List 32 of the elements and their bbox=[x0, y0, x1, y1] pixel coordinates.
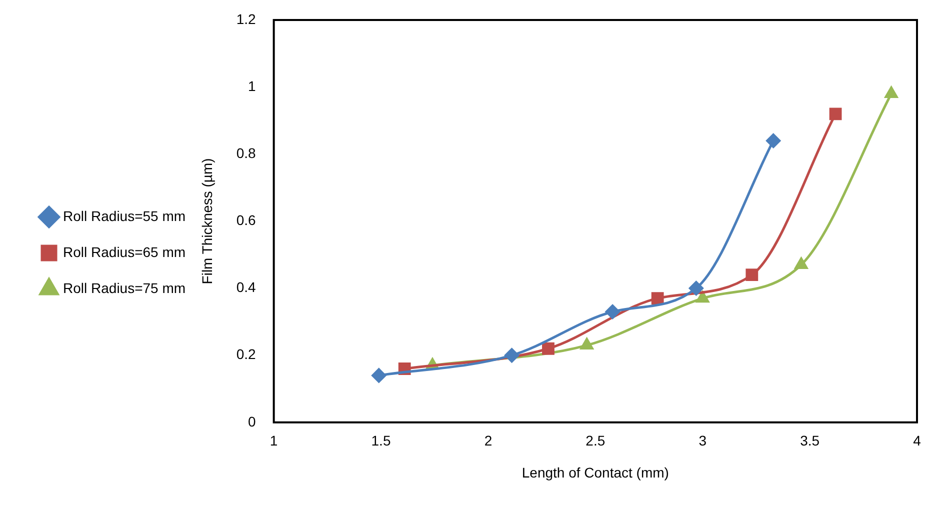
point bbox=[504, 348, 520, 363]
point bbox=[696, 291, 710, 303]
x-tick-label: 1 bbox=[270, 432, 278, 449]
point bbox=[794, 258, 808, 270]
legend-label: Roll Radius=65 mm bbox=[63, 244, 186, 260]
point bbox=[372, 368, 386, 383]
point bbox=[829, 108, 842, 120]
legend-label: Roll Radius=55 mm bbox=[63, 208, 186, 224]
y-axis-title: Film Thickness (µm) bbox=[198, 158, 215, 284]
y-tick-label: 0.4 bbox=[236, 279, 256, 296]
x-tick-label: 3.5 bbox=[800, 432, 820, 449]
y-tick-label: 0.2 bbox=[236, 346, 256, 362]
x-tick-label: 2.5 bbox=[586, 432, 606, 449]
x-tick-label: 3 bbox=[698, 432, 707, 449]
point bbox=[605, 304, 620, 319]
point bbox=[580, 338, 594, 350]
y-tick-label: 0.8 bbox=[236, 144, 256, 161]
point bbox=[884, 86, 898, 98]
point bbox=[688, 281, 704, 296]
y-tick-label: 0 bbox=[248, 413, 256, 430]
y-tick-label: 1 bbox=[248, 78, 256, 94]
point bbox=[651, 292, 664, 305]
x-tick-label: 4 bbox=[913, 432, 922, 449]
legend-label: Roll Radius=75 mm bbox=[63, 280, 186, 296]
x-tick-label: 2 bbox=[484, 432, 492, 449]
point bbox=[542, 342, 554, 355]
point bbox=[746, 268, 758, 282]
y-tick-label: 0.6 bbox=[236, 212, 256, 228]
y-tick-label: 1.2 bbox=[236, 10, 256, 27]
x-axis-title: Length of Contact (mm) bbox=[522, 464, 669, 480]
x-tick-label: 1.5 bbox=[371, 432, 391, 449]
point bbox=[766, 133, 781, 148]
